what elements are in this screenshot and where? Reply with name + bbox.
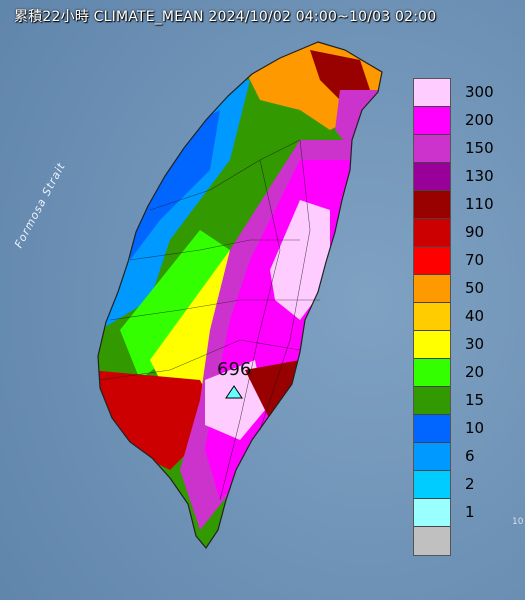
legend-label: 70 bbox=[465, 251, 485, 269]
legend-swatch bbox=[414, 527, 450, 555]
county-boundaries bbox=[99, 139, 320, 501]
legend-label: 150 bbox=[465, 139, 494, 157]
legend-swatch bbox=[414, 191, 450, 219]
legend-swatch bbox=[414, 443, 450, 471]
rain-region-110 bbox=[310, 50, 370, 100]
legend-label: 1 bbox=[465, 503, 475, 521]
legend-label: 2 bbox=[465, 475, 475, 493]
legend-label: 10 bbox=[465, 419, 485, 437]
legend-label: 300 bbox=[465, 83, 494, 101]
legend-label: 6 bbox=[465, 447, 475, 465]
legend-swatch bbox=[414, 107, 450, 135]
legend-swatch bbox=[414, 219, 450, 247]
boundary-line bbox=[129, 239, 300, 261]
legend-swatch bbox=[414, 331, 450, 359]
legend-swatch bbox=[414, 247, 450, 275]
legend-label: 30 bbox=[465, 335, 485, 353]
legend-label: 50 bbox=[465, 279, 485, 297]
coastline bbox=[97, 41, 383, 550]
rain-region-300a bbox=[270, 200, 330, 320]
legend-swatch bbox=[414, 135, 450, 163]
legend-swatch bbox=[414, 163, 450, 191]
legend-swatch bbox=[414, 303, 450, 331]
max-rainfall-label: 696 bbox=[217, 359, 252, 380]
boundary-line bbox=[219, 159, 281, 501]
legend-label: 110 bbox=[465, 195, 494, 213]
legend-label: 90 bbox=[465, 223, 485, 241]
map-title: 累積22小時 CLIMATE_MEAN 2024/10/02 04:00~10/… bbox=[14, 9, 437, 25]
legend-label: 130 bbox=[465, 167, 494, 185]
legend-swatch bbox=[414, 387, 450, 415]
boundary-line bbox=[259, 139, 311, 431]
legend-swatch bbox=[414, 415, 450, 443]
boundary-line bbox=[99, 339, 301, 381]
legend-swatch bbox=[414, 275, 450, 303]
legend-swatch bbox=[414, 359, 450, 387]
legend-label: 15 bbox=[465, 391, 485, 409]
corner-label: 10 bbox=[512, 517, 524, 527]
color-legend bbox=[413, 78, 451, 556]
legend-swatch bbox=[414, 471, 450, 499]
boundary-line bbox=[109, 299, 320, 321]
rain-region-20 bbox=[120, 230, 230, 380]
legend-label: 200 bbox=[465, 111, 494, 129]
legend-swatch bbox=[414, 79, 450, 107]
legend-label: 40 bbox=[465, 307, 485, 325]
legend-swatch bbox=[414, 499, 450, 527]
boundary-line bbox=[149, 139, 301, 211]
max-station-marker bbox=[225, 385, 243, 399]
legend-label: 20 bbox=[465, 363, 485, 381]
